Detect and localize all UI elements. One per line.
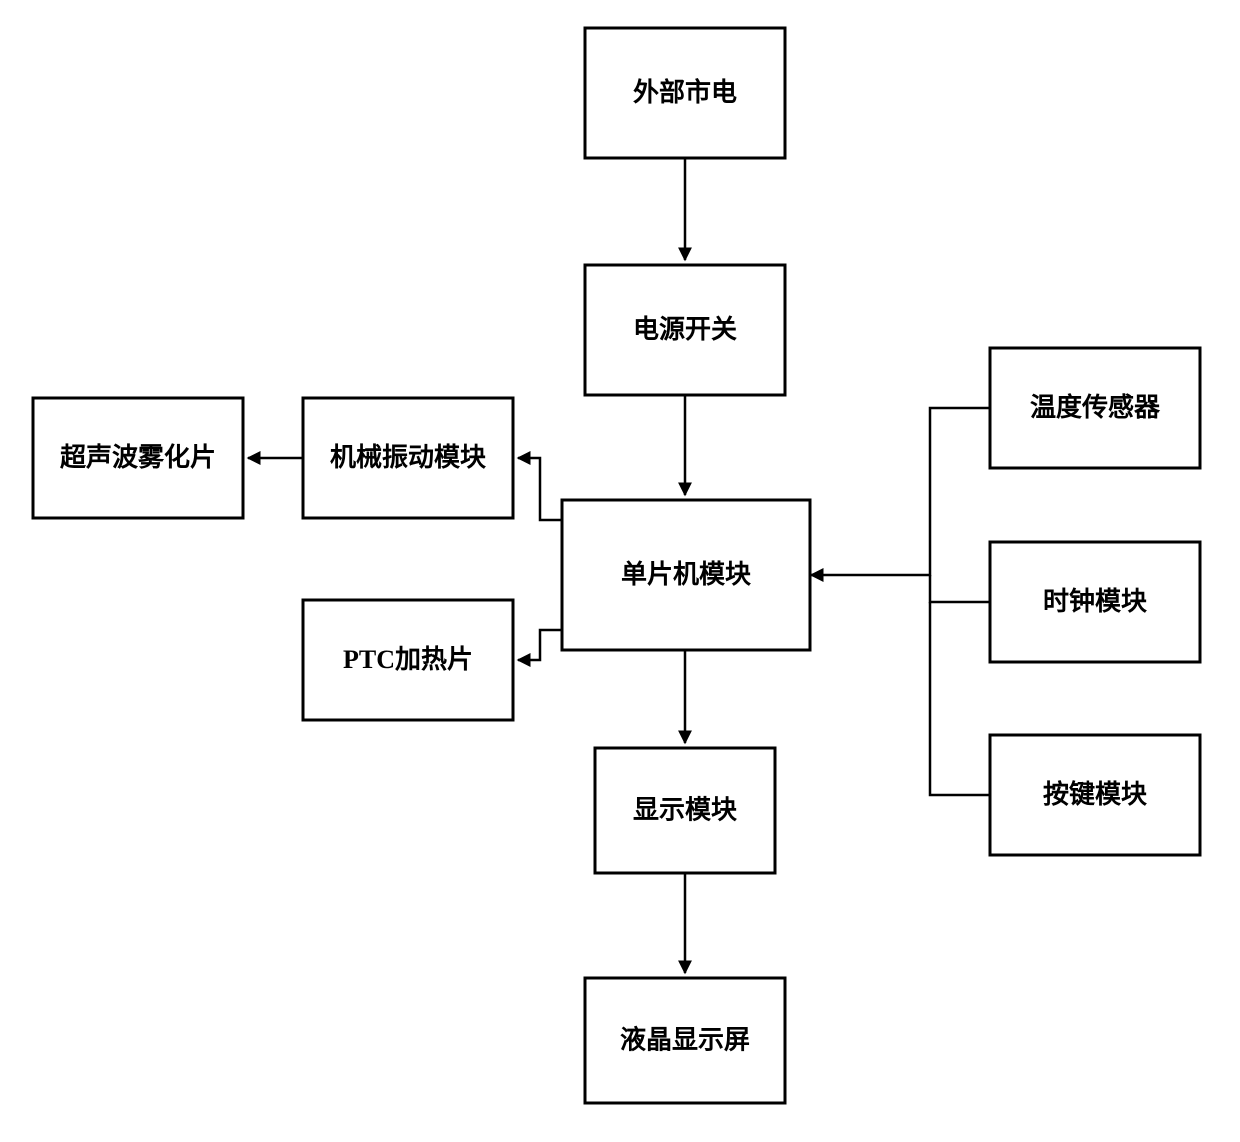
edge-mcu-to-vibration — [518, 458, 562, 520]
edge-mcu-to-ptc — [518, 630, 562, 660]
node-ext_power: 外部市电 — [585, 28, 785, 158]
node-vibration: 机械振动模块 — [303, 398, 513, 518]
node-temp: 温度传感器 — [990, 348, 1200, 468]
node-pwr_switch-label: 电源开关 — [633, 315, 737, 344]
node-keys: 按键模块 — [990, 735, 1200, 855]
edges-layer — [248, 158, 990, 973]
node-disp_mod-label: 显示模块 — [633, 795, 737, 824]
edge-temp-to-mcu — [811, 408, 990, 575]
node-clock: 时钟模块 — [990, 542, 1200, 662]
flowchart-canvas: 外部市电电源开关单片机模块显示模块液晶显示屏 超声波雾化片 机械振动模块 PTC加热片… — [0, 0, 1240, 1142]
node-ptc: PTC加热片 — [303, 600, 513, 720]
node-lcd: 液晶显示屏 — [585, 978, 785, 1103]
node-disp_mod: 显示模块 — [595, 748, 775, 873]
edge-clock-to-mcu — [930, 575, 990, 602]
node-pwr_switch: 电源开关 — [585, 265, 785, 395]
node-clock-label: 时钟模块 — [1043, 586, 1147, 616]
node-mcu: 单片机模块 — [562, 500, 810, 650]
node-atomizer-label: 超声波雾化片 — [60, 443, 216, 472]
node-ptc-label: PTC加热片 — [343, 645, 473, 674]
node-keys-label: 按键模块 — [1043, 779, 1147, 809]
node-lcd-label: 液晶显示屏 — [620, 1025, 750, 1054]
node-temp-label: 温度传感器 — [1030, 392, 1161, 422]
edge-keys-to-mcu — [930, 602, 990, 795]
node-vibration-label: 机械振动模块 — [330, 443, 486, 472]
node-ext_power-label: 外部市电 — [633, 77, 737, 107]
node-mcu-label: 单片机模块 — [621, 560, 751, 589]
nodes-layer: 外部市电电源开关单片机模块显示模块液晶显示屏 超声波雾化片 机械振动模块 PTC加热片… — [33, 28, 1200, 1103]
node-atomizer: 超声波雾化片 — [33, 398, 243, 518]
